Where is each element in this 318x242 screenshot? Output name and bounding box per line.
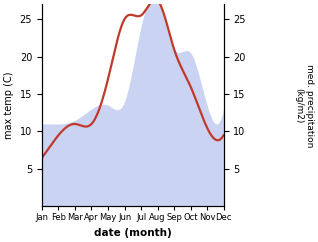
Y-axis label: med. precipitation
(kg/m2): med. precipitation (kg/m2): [294, 64, 314, 147]
X-axis label: date (month): date (month): [94, 228, 172, 238]
Y-axis label: max temp (C): max temp (C): [4, 71, 14, 139]
